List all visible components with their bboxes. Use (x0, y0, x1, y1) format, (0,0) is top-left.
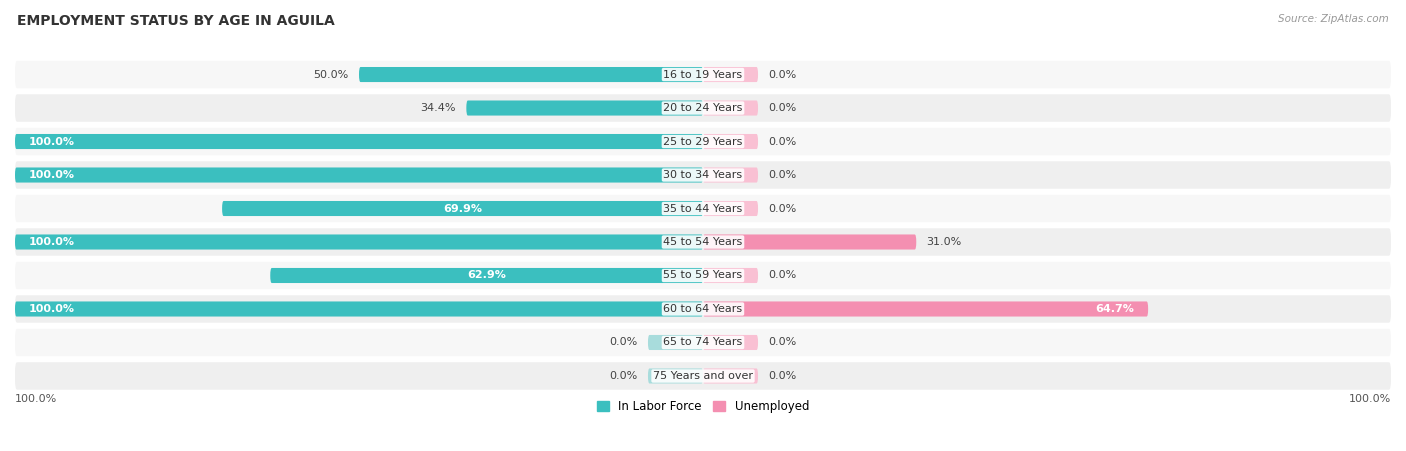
FancyBboxPatch shape (270, 268, 703, 283)
Text: 100.0%: 100.0% (28, 237, 75, 247)
Text: 100.0%: 100.0% (15, 395, 58, 405)
Text: 31.0%: 31.0% (927, 237, 962, 247)
FancyBboxPatch shape (222, 201, 703, 216)
FancyBboxPatch shape (648, 368, 703, 383)
FancyBboxPatch shape (15, 329, 1391, 356)
Text: 55 to 59 Years: 55 to 59 Years (664, 271, 742, 281)
Text: Source: ZipAtlas.com: Source: ZipAtlas.com (1278, 14, 1389, 23)
Text: 62.9%: 62.9% (467, 271, 506, 281)
Text: EMPLOYMENT STATUS BY AGE IN AGUILA: EMPLOYMENT STATUS BY AGE IN AGUILA (17, 14, 335, 28)
Text: 0.0%: 0.0% (768, 337, 797, 347)
FancyBboxPatch shape (15, 362, 1391, 390)
Text: 0.0%: 0.0% (609, 371, 638, 381)
Text: 0.0%: 0.0% (609, 337, 638, 347)
Text: 0.0%: 0.0% (768, 137, 797, 147)
Text: 64.7%: 64.7% (1095, 304, 1135, 314)
Text: 25 to 29 Years: 25 to 29 Years (664, 137, 742, 147)
FancyBboxPatch shape (703, 201, 758, 216)
Text: 45 to 54 Years: 45 to 54 Years (664, 237, 742, 247)
FancyBboxPatch shape (15, 94, 1391, 122)
FancyBboxPatch shape (359, 67, 703, 82)
Text: 0.0%: 0.0% (768, 203, 797, 213)
Text: 100.0%: 100.0% (28, 170, 75, 180)
Text: 50.0%: 50.0% (314, 69, 349, 79)
FancyBboxPatch shape (15, 235, 703, 249)
FancyBboxPatch shape (703, 268, 758, 283)
FancyBboxPatch shape (648, 335, 703, 350)
FancyBboxPatch shape (15, 228, 1391, 256)
Text: 16 to 19 Years: 16 to 19 Years (664, 69, 742, 79)
FancyBboxPatch shape (703, 335, 758, 350)
Text: 100.0%: 100.0% (1348, 395, 1391, 405)
FancyBboxPatch shape (15, 195, 1391, 222)
FancyBboxPatch shape (703, 67, 758, 82)
FancyBboxPatch shape (703, 368, 758, 383)
FancyBboxPatch shape (15, 262, 1391, 289)
Text: 60 to 64 Years: 60 to 64 Years (664, 304, 742, 314)
Text: 34.4%: 34.4% (420, 103, 456, 113)
FancyBboxPatch shape (15, 61, 1391, 88)
FancyBboxPatch shape (703, 134, 758, 149)
FancyBboxPatch shape (15, 161, 1391, 189)
Text: 0.0%: 0.0% (768, 170, 797, 180)
Text: 69.9%: 69.9% (443, 203, 482, 213)
Text: 35 to 44 Years: 35 to 44 Years (664, 203, 742, 213)
FancyBboxPatch shape (703, 101, 758, 115)
Text: 0.0%: 0.0% (768, 69, 797, 79)
FancyBboxPatch shape (467, 101, 703, 115)
Legend: In Labor Force, Unemployed: In Labor Force, Unemployed (592, 396, 814, 418)
Text: 0.0%: 0.0% (768, 271, 797, 281)
FancyBboxPatch shape (703, 301, 1149, 317)
Text: 0.0%: 0.0% (768, 103, 797, 113)
Text: 20 to 24 Years: 20 to 24 Years (664, 103, 742, 113)
FancyBboxPatch shape (15, 128, 1391, 155)
FancyBboxPatch shape (703, 167, 758, 183)
Text: 100.0%: 100.0% (28, 304, 75, 314)
Text: 30 to 34 Years: 30 to 34 Years (664, 170, 742, 180)
Text: 75 Years and over: 75 Years and over (652, 371, 754, 381)
Text: 100.0%: 100.0% (28, 137, 75, 147)
FancyBboxPatch shape (15, 167, 703, 183)
FancyBboxPatch shape (15, 295, 1391, 323)
Text: 65 to 74 Years: 65 to 74 Years (664, 337, 742, 347)
Text: 0.0%: 0.0% (768, 371, 797, 381)
FancyBboxPatch shape (15, 301, 703, 317)
FancyBboxPatch shape (703, 235, 917, 249)
FancyBboxPatch shape (15, 134, 703, 149)
